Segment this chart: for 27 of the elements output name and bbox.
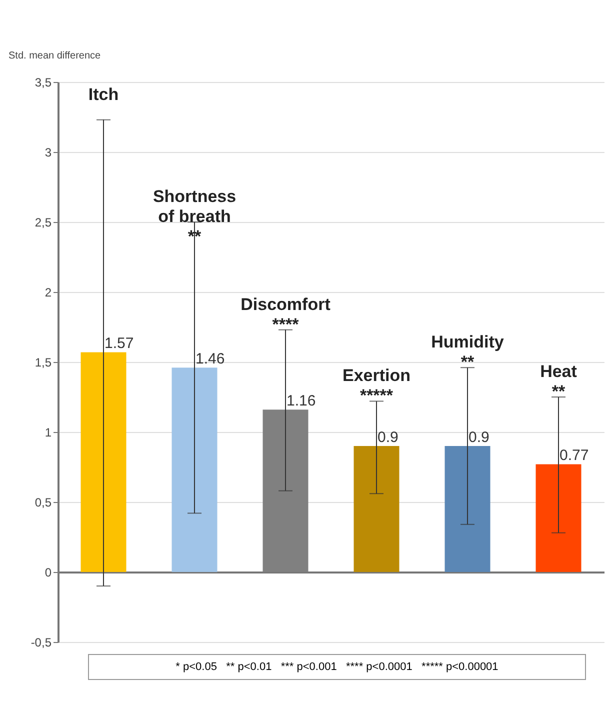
data-label: 0.77 [560,447,589,464]
y-tick-label: 2 [44,286,52,300]
y-tick-label: 3,5 [34,76,52,90]
data-label: 1.16 [286,392,316,410]
bar [444,446,490,572]
y-axis-title: Std. mean difference [8,50,102,62]
y-tick-label: 3 [44,146,52,160]
y-tick-label: 0 [44,566,52,580]
y-tick-label: 1,5 [34,356,52,370]
x-tick-label: Exertion ***** [342,366,411,406]
data-label: 1.57 [104,335,134,352]
y-tick-label: 0,5 [34,496,52,510]
y-tick-label: 2,5 [34,216,52,230]
bar [172,368,218,572]
x-tick-label: Heat ** [540,362,578,401]
x-tick-label: Humidity ** [431,332,504,372]
bar [354,446,400,572]
x-tick-label: Discomfort **** [240,294,331,334]
data-label: 0.9 [468,429,490,446]
bar [80,352,126,572]
bar [536,464,582,572]
data-label: 0.9 [378,429,398,446]
x-tick-label: Itch [88,84,119,104]
text: * p<0.05 ** p<0.01 *** p<0.001 **** p<0.0001 ***** p<0.00001 [88,654,586,680]
data-label: 1.46 [196,350,225,368]
y-tick-label: 1 [44,426,52,440]
y-tick-label: -0,5 [30,636,52,650]
